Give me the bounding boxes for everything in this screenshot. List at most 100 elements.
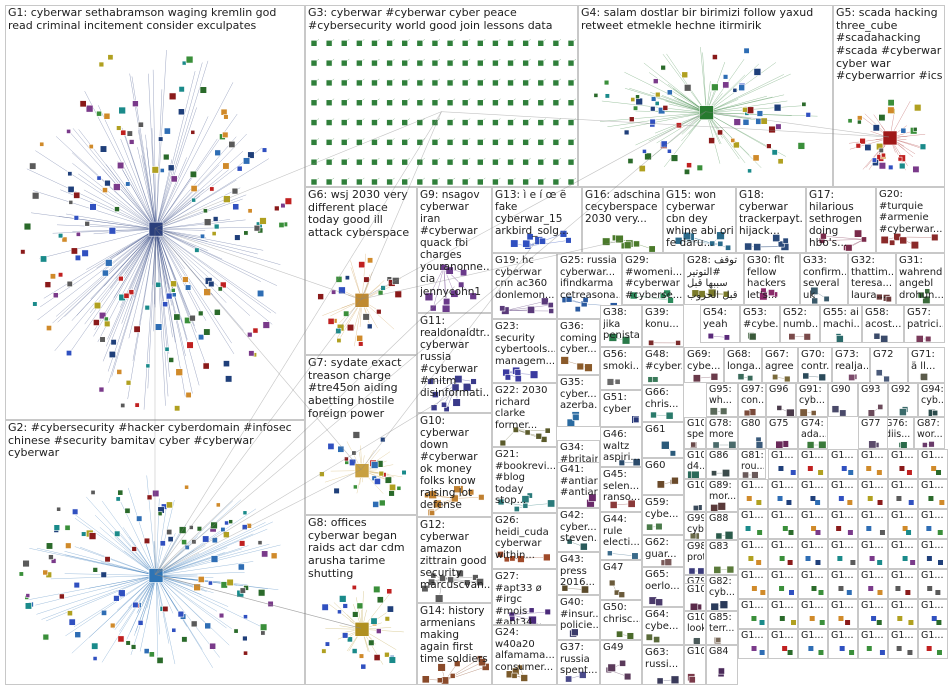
group-panel-g14: G14: history armenians making again firs… — [417, 603, 492, 685]
user-node — [356, 334, 364, 342]
user-node — [222, 162, 230, 170]
user-node — [461, 79, 469, 87]
group-panel-minor: G1... — [768, 449, 798, 479]
user-node — [773, 103, 782, 112]
user-node — [61, 236, 68, 243]
user-node — [210, 555, 219, 563]
edge — [86, 496, 157, 576]
user-node — [507, 39, 514, 47]
user-node — [340, 139, 348, 146]
user-node — [607, 663, 616, 672]
user-node — [752, 154, 760, 162]
group-panel-minor: G1... — [738, 569, 768, 599]
user-node — [768, 289, 775, 297]
group-panel-g93: G93 — [858, 383, 888, 417]
edge — [134, 229, 157, 298]
user-node — [431, 178, 439, 186]
user-node — [461, 59, 469, 67]
minor-group-network — [841, 466, 854, 475]
user-node — [376, 596, 384, 604]
edge — [128, 229, 157, 339]
group-label-g90: G90 — [831, 385, 851, 395]
user-node — [627, 158, 634, 164]
user-node — [665, 411, 674, 420]
group-label-g105: G105: spe... — [687, 419, 704, 440]
group-label-minor: G1... — [831, 631, 854, 641]
user-node — [552, 119, 560, 126]
group-panel-g2: G2: #cybersecurity #hacker cyberdomain #… — [5, 420, 305, 685]
group-network-g30 — [759, 287, 778, 301]
user-node — [619, 659, 626, 667]
user-node — [895, 586, 901, 591]
user-node — [421, 585, 429, 593]
user-node — [443, 298, 451, 306]
group-label-g37: G37: russia spent... — [560, 642, 598, 676]
user-node — [67, 610, 73, 617]
user-node — [626, 632, 635, 639]
user-node — [243, 230, 249, 236]
user-node — [310, 178, 318, 186]
group-label-g81: G81: rou... — [741, 451, 764, 472]
user-node — [374, 478, 381, 485]
user-node — [649, 118, 656, 126]
user-node — [371, 39, 378, 47]
user-node — [912, 165, 920, 173]
user-node — [751, 586, 757, 591]
group-panel-g99: G99: cyb... — [684, 512, 706, 540]
user-node — [499, 305, 506, 312]
group-panel-g8: G8: offices cyberwar began raids act dar… — [305, 515, 417, 685]
user-node — [593, 93, 599, 98]
user-node — [223, 360, 230, 368]
group-panel-g88: G88 — [706, 512, 738, 540]
user-node — [581, 585, 589, 594]
user-node — [686, 162, 692, 169]
group-label-minor: G1... — [771, 511, 794, 521]
edge — [155, 500, 233, 576]
user-node — [120, 402, 126, 408]
user-node — [321, 648, 327, 654]
user-node — [99, 336, 106, 343]
group-label-g11: G11: realdonaldtr... cyberwar russia #cy… — [420, 315, 490, 400]
user-node — [439, 575, 446, 582]
edge — [102, 168, 157, 230]
group-label-g16: G16: adschina cecyberspace 2030 very... — [585, 189, 661, 226]
user-node — [492, 158, 499, 166]
group-network-g20 — [880, 233, 939, 250]
user-node — [650, 96, 657, 102]
edge — [74, 518, 157, 576]
user-node — [189, 170, 197, 178]
user-node — [745, 526, 751, 531]
user-node — [356, 158, 363, 166]
group-network-g12 — [421, 569, 484, 602]
group-panel-g92: G92 — [888, 383, 918, 417]
group-panel-g26: G26: heidi_cuda cyberwar within... — [492, 513, 557, 569]
group-network-g84 — [717, 667, 725, 678]
user-node — [102, 187, 108, 193]
minor-group-network — [838, 586, 852, 595]
user-node — [352, 611, 359, 618]
minor-group-network — [928, 496, 945, 505]
group-network-g17 — [818, 229, 867, 252]
user-node — [162, 605, 169, 612]
user-node — [492, 79, 499, 87]
group-label-g91: G91: cyb... — [799, 385, 825, 406]
user-node — [867, 409, 875, 416]
user-node — [751, 646, 757, 651]
user-node — [632, 105, 639, 111]
group-label-g21: G21: #bookrevi... #blog today stop... — [495, 449, 555, 506]
user-node — [93, 301, 102, 310]
user-node — [386, 59, 393, 67]
user-node — [46, 325, 52, 331]
user-node — [386, 119, 393, 126]
user-node — [908, 500, 914, 505]
group-panel-g24: G24: w40a20 alfamama... consumer... — [492, 625, 557, 685]
user-node — [325, 59, 333, 67]
user-node — [880, 235, 889, 244]
group-panel-g27: G27: #apt33 ø #irgc #mois #apt34... — [492, 569, 557, 625]
minor-group-network — [807, 466, 824, 475]
user-node — [461, 119, 469, 126]
group-panel-g83: G83 — [706, 540, 738, 575]
group-label-g88: G88 — [709, 514, 729, 524]
user-node — [756, 500, 762, 505]
